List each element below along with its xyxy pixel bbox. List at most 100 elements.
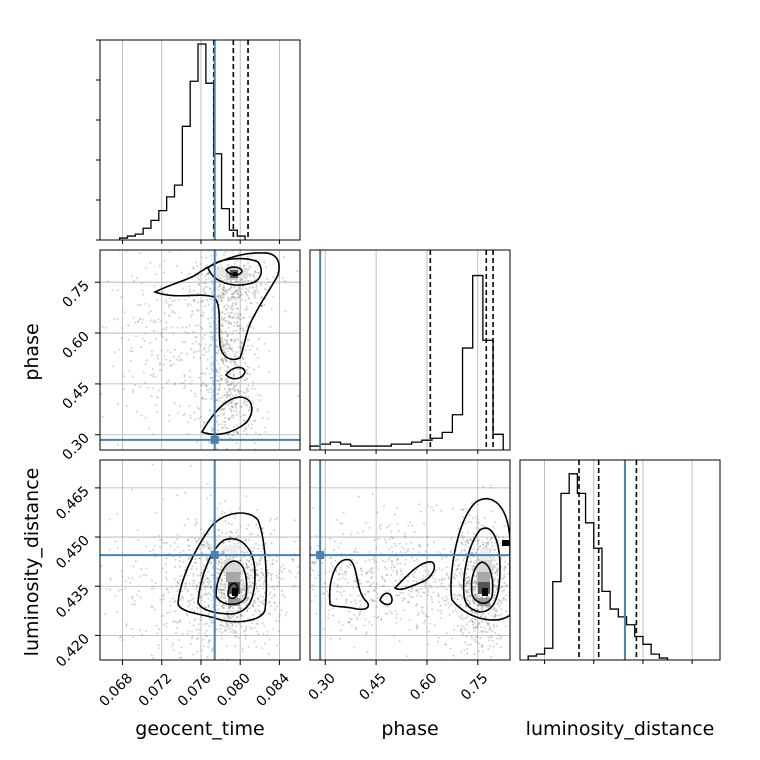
sample-point: [261, 296, 263, 298]
sample-point: [116, 318, 119, 321]
sample-point: [160, 349, 163, 352]
sample-point: [194, 335, 197, 338]
sample-point: [385, 568, 388, 571]
sample-point: [344, 573, 347, 575]
sample-point: [315, 612, 318, 615]
sample-point: [369, 584, 372, 587]
sample-point: [210, 331, 213, 334]
sample-point: [202, 532, 205, 535]
sample-point: [215, 628, 218, 631]
sample-point: [289, 571, 292, 574]
sample-point: [480, 613, 483, 616]
sample-point: [272, 627, 275, 630]
sample-point: [453, 564, 455, 567]
sample-point: [465, 584, 468, 587]
sample-point: [222, 346, 225, 349]
sample-point: [201, 649, 204, 652]
sample-point: [251, 285, 254, 288]
sample-point: [260, 571, 263, 574]
density-bin-2: [226, 572, 240, 582]
sample-point: [211, 428, 214, 431]
sample-point: [482, 650, 485, 653]
sample-point: [219, 366, 222, 369]
sample-point: [237, 389, 240, 392]
sample-point: [241, 594, 244, 597]
scatter-panel-luminosity_distance-vs-geocent_time: 0.068 0.072 0.076 0.080 0.0840.4200.4350.450…: [53, 459, 301, 710]
sample-point: [237, 606, 240, 609]
sample-point: [208, 346, 211, 349]
sample-point: [158, 156, 160, 158]
sample-point: [332, 565, 334, 568]
sample-point: [400, 573, 403, 576]
sample-point: [228, 345, 231, 348]
sample-point: [526, 529, 528, 531]
sample-point: [187, 599, 190, 602]
sample-point: [247, 617, 250, 620]
sample-point: [494, 565, 497, 568]
sample-point: [370, 599, 373, 602]
sample-point: [474, 586, 477, 588]
sample-point: [239, 295, 242, 298]
sample-point: [216, 507, 219, 510]
sample-point: [510, 560, 512, 562]
sample-point: [256, 613, 258, 615]
sample-point: [231, 402, 234, 404]
sample-point: [393, 542, 396, 545]
sample-point: [155, 404, 158, 407]
sample-point: [194, 261, 197, 264]
sample-point: [477, 626, 479, 628]
sample-point: [241, 556, 244, 559]
sample-point: [223, 393, 226, 396]
sample-point: [207, 557, 209, 560]
sample-point: [237, 332, 240, 335]
sample-point: [269, 325, 272, 328]
sample-point: [266, 417, 269, 420]
sample-point: [229, 530, 232, 533]
sample-point: [164, 299, 167, 302]
sample-point: [204, 343, 207, 346]
sample-point: [157, 647, 160, 650]
sample-point: [476, 636, 479, 638]
sample-point: [221, 592, 224, 595]
sample-point: [458, 581, 461, 584]
contour-4: [200, 396, 253, 436]
sample-point: [191, 310, 194, 313]
sample-point: [223, 571, 226, 574]
sample-point: [456, 558, 459, 561]
sample-point: [192, 356, 195, 359]
sample-point: [138, 590, 140, 593]
sample-point: [502, 597, 505, 600]
sample-point: [471, 502, 473, 504]
sample-point: [203, 421, 206, 424]
sample-point: [438, 567, 441, 570]
sample-point: [223, 351, 226, 354]
sample-point: [518, 576, 520, 578]
sample-point: [207, 597, 210, 600]
ytick-label-luminosity_distance-2: 0.450: [53, 533, 93, 573]
axes-frame: [519, 459, 721, 661]
sample-point: [235, 430, 238, 433]
sample-point: [435, 504, 438, 507]
sample-point: [189, 288, 192, 291]
sample-point: [463, 648, 466, 651]
sample-point: [474, 636, 477, 638]
sample-point: [216, 178, 218, 180]
sample-point: [296, 270, 299, 273]
sample-point: [202, 382, 205, 385]
sample-point: [211, 280, 214, 283]
sample-point: [493, 583, 496, 586]
sample-point: [335, 570, 338, 573]
sample-point: [220, 592, 223, 595]
sample-point: [199, 314, 202, 317]
sample-point: [112, 365, 115, 368]
sample-point: [242, 602, 244, 604]
sample-point: [359, 582, 362, 585]
sample-point: [461, 534, 464, 537]
sample-point: [423, 522, 425, 525]
sample-point: [326, 590, 329, 593]
sample-point: [229, 360, 232, 363]
sample-point: [248, 574, 251, 577]
sample-point: [201, 552, 203, 555]
sample-point: [211, 368, 213, 370]
hist-step-luminosity_distance: [527, 473, 669, 660]
